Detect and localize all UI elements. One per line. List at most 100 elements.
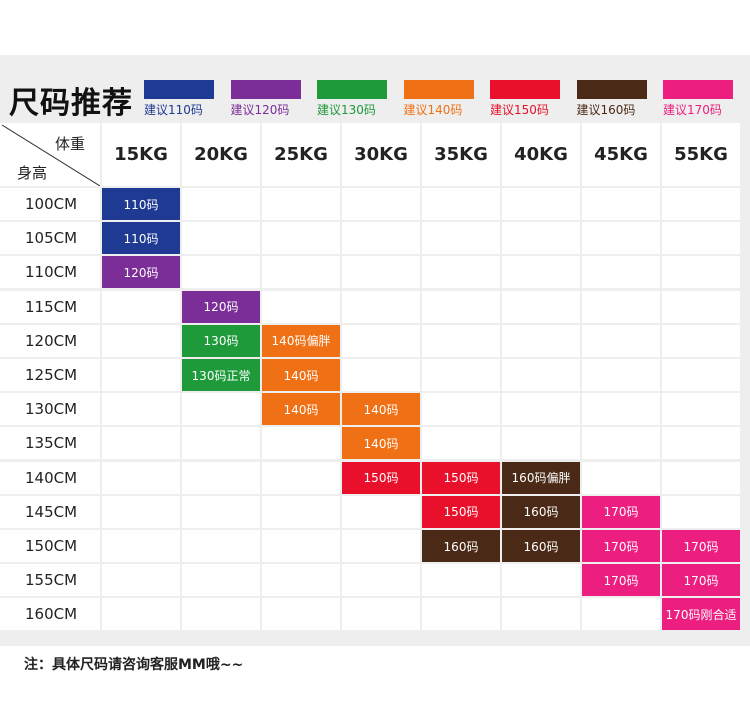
legend-swatch <box>144 80 214 99</box>
empty-cell <box>502 290 580 323</box>
size-cell: 140码 <box>262 393 340 426</box>
empty-cell <box>102 461 180 494</box>
weight-header: 30KG <box>342 123 420 186</box>
empty-cell <box>422 290 500 323</box>
empty-cell <box>342 324 420 357</box>
empty-cell <box>422 188 500 220</box>
empty-cell <box>502 427 580 460</box>
empty-cell <box>102 359 180 391</box>
size-cell: 140码 <box>262 359 340 391</box>
empty-cell <box>342 188 420 220</box>
size-cell: 130码 <box>182 324 260 357</box>
empty-cell <box>262 256 340 289</box>
empty-cell <box>502 393 580 426</box>
empty-cell <box>422 256 500 289</box>
empty-cell <box>182 427 260 460</box>
height-label: 105CM <box>0 222 100 255</box>
empty-cell <box>662 461 740 494</box>
page-title: 尺码推荐 <box>9 86 133 121</box>
empty-cell <box>182 393 260 426</box>
weight-header: 45KG <box>582 123 660 186</box>
empty-cell <box>502 564 580 597</box>
empty-cell <box>102 564 180 597</box>
empty-cell <box>182 222 260 255</box>
empty-cell <box>422 222 500 255</box>
empty-cell <box>182 598 260 631</box>
empty-cell <box>582 461 660 494</box>
size-cell: 170码 <box>582 564 660 597</box>
empty-cell <box>502 359 580 391</box>
empty-cell <box>342 495 420 528</box>
empty-cell <box>342 530 420 562</box>
empty-cell <box>662 256 740 289</box>
size-cell: 110码 <box>102 188 180 220</box>
legend-item: 建议150码 <box>490 80 560 118</box>
table-corner-header: 体重 身高 <box>0 123 100 186</box>
empty-cell <box>262 461 340 494</box>
empty-cell <box>422 598 500 631</box>
size-cell: 110码 <box>102 222 180 255</box>
legend-item: 建议110码 <box>144 80 214 118</box>
weight-header: 15KG <box>102 123 180 186</box>
empty-cell <box>582 188 660 220</box>
empty-cell <box>422 393 500 426</box>
size-cell: 120码 <box>182 290 260 323</box>
empty-cell <box>102 598 180 631</box>
size-cell: 140码 <box>342 427 420 460</box>
height-label: 150CM <box>0 530 100 562</box>
empty-cell <box>182 530 260 562</box>
empty-cell <box>342 290 420 323</box>
empty-cell <box>662 427 740 460</box>
size-cell: 130码正常 <box>182 359 260 391</box>
empty-cell <box>422 564 500 597</box>
empty-cell <box>662 324 740 357</box>
legend-swatch <box>576 80 647 99</box>
size-table: 体重 身高 15KG 20KG 25KG 30KG 35KG 40KG 45KG 55KG 10… <box>0 123 750 632</box>
empty-cell <box>342 598 420 631</box>
height-label: 130CM <box>0 393 100 426</box>
legend-label: 建议110码 <box>144 103 203 117</box>
empty-cell <box>662 495 740 528</box>
empty-cell <box>662 290 740 323</box>
legend-item: 建议120码 <box>230 80 301 118</box>
empty-cell <box>182 564 260 597</box>
size-cell: 150码 <box>342 461 420 494</box>
empty-cell <box>422 359 500 391</box>
empty-cell <box>502 222 580 255</box>
legend-item: 建议130码 <box>317 80 387 118</box>
empty-cell <box>582 427 660 460</box>
size-cell: 160码 <box>502 530 580 562</box>
empty-cell <box>582 598 660 631</box>
size-cell: 160码 <box>422 530 500 562</box>
weight-header: 40KG <box>502 123 580 186</box>
legend-swatch <box>403 80 474 99</box>
empty-cell <box>262 598 340 631</box>
weight-header: 25KG <box>262 123 340 186</box>
legend-label: 建议170码 <box>663 103 722 117</box>
legend-swatch <box>663 80 733 99</box>
corner-weight-label: 体重 <box>55 135 86 153</box>
empty-cell <box>582 324 660 357</box>
empty-cell <box>582 359 660 391</box>
empty-cell <box>502 188 580 220</box>
size-cell: 170码刚合适 <box>662 598 740 631</box>
empty-cell <box>262 495 340 528</box>
empty-cell <box>342 359 420 391</box>
size-cell: 150码 <box>422 461 500 494</box>
empty-cell <box>502 324 580 357</box>
empty-cell <box>102 324 180 357</box>
height-label: 110CM <box>0 256 100 289</box>
empty-cell <box>582 222 660 255</box>
height-label: 135CM <box>0 427 100 460</box>
empty-cell <box>102 530 180 562</box>
empty-cell <box>262 222 340 255</box>
empty-cell <box>422 427 500 460</box>
empty-cell <box>422 324 500 357</box>
empty-cell <box>662 393 740 426</box>
height-label: 100CM <box>0 188 100 220</box>
empty-cell <box>182 495 260 528</box>
empty-cell <box>662 359 740 391</box>
empty-cell <box>502 256 580 289</box>
legend-label: 建议160码 <box>576 103 636 117</box>
legend-item: 建议170码 <box>663 80 733 118</box>
